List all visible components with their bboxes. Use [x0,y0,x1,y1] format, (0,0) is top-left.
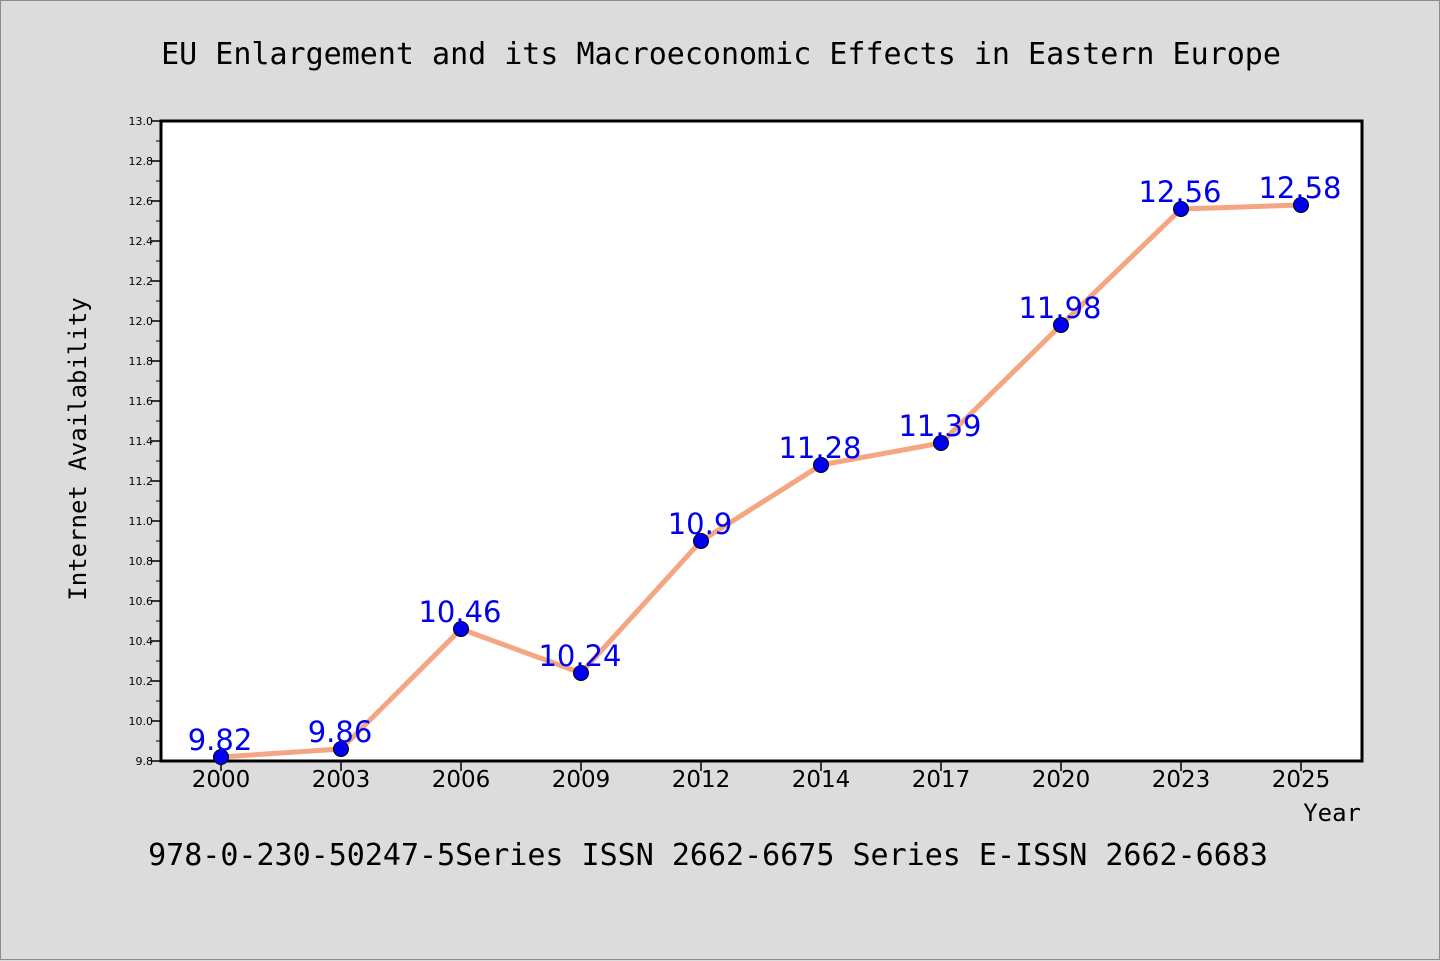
y-axis-label: Internet Availability [64,297,92,600]
data-label: 9.82 [188,723,253,757]
y-tick-label: 10.4 [129,635,154,648]
footer-isbn-issn: 978-0-230-50247-5Series ISSN 2662-6675 S… [148,838,1268,873]
data-point [1173,201,1189,217]
data-label-group: 9.82 9.86 10.46 10.24 10.9 11.28 11.39 11.98 12.… [188,171,1342,757]
data-label: 12.58 [1258,171,1341,205]
y-tick-label: 11.4 [129,435,154,448]
y-tick-label: 10.6 [129,595,154,608]
y-tick-label: 12.0 [129,315,154,328]
y-tick-label: 12.6 [129,195,154,208]
x-tick-label: 2017 [912,767,971,793]
data-point [693,533,709,549]
x-tick-label: 2020 [1032,767,1091,793]
x-tick-label: 2025 [1272,767,1331,793]
data-label: 12.56 [1138,175,1221,209]
data-point [333,741,349,757]
data-label: 10.24 [538,639,621,673]
data-label: 11.39 [898,409,981,443]
x-axis: 2000 2003 2006 2009 2012 2014 2017 2020 2023 2025 [192,761,1331,793]
y-tick-label: 10.8 [129,555,154,568]
y-tick-label: 9.8 [136,755,154,768]
y-tick-label: 10.2 [129,675,154,688]
plot-area [159,119,1364,763]
x-axis-label: Year [1303,799,1361,827]
y-tick-label: 13.0 [129,115,154,128]
series-line-group [218,202,1304,760]
x-tick-label: 2006 [432,767,491,793]
data-point [1053,317,1069,333]
y-axis: 9.8 10.0 10.2 10.4 10.6 10.8 11.0 11.2 11.4 11.6 1… [129,115,161,768]
marker-group [213,197,1309,765]
y-tick-label: 12.8 [129,155,154,168]
y-tick-label: 11.0 [129,515,154,528]
y-tick-label: 10.0 [129,715,154,728]
data-label: 10.46 [418,595,501,629]
data-label: 11.28 [778,431,861,465]
chart-title: EU Enlargement and its Macroeconomic Eff… [161,37,1281,72]
x-tick-label: 2009 [552,767,611,793]
data-point [453,621,469,637]
data-label: 9.86 [308,715,373,749]
y-tick-label: 11.2 [129,475,154,488]
y-tick-label: 12.4 [129,235,154,248]
data-point [213,749,229,765]
y-tick-label: 11.8 [129,355,154,368]
data-point [933,435,949,451]
data-label: 10.9 [668,507,733,541]
x-tick-label: 2003 [312,767,371,793]
data-point [573,665,589,681]
data-point [813,457,829,473]
x-tick-label: 2012 [672,767,731,793]
series-line [218,202,1304,760]
x-tick-label: 2023 [1152,767,1211,793]
y-tick-label: 12.2 [129,275,154,288]
x-tick-label: 2000 [192,767,251,793]
x-tick-label: 2014 [792,767,851,793]
y-tick-label: 11.6 [129,395,154,408]
data-point [1293,197,1309,213]
data-label: 11.98 [1018,291,1101,325]
